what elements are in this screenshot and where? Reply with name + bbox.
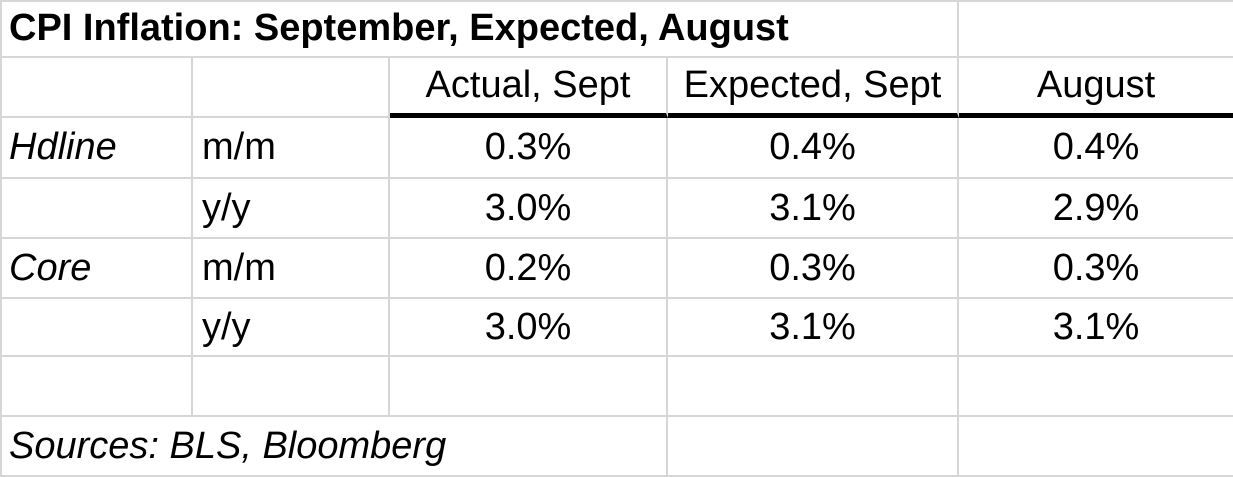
value-cell-core-yy-expected[interactable]: 3.1%: [668, 299, 959, 357]
value-cell-core-mm-august[interactable]: 0.3%: [959, 239, 1233, 299]
period-label[interactable]: m/m: [193, 239, 390, 299]
value-cell-core-mm-expected[interactable]: 0.3%: [668, 239, 959, 299]
table-title[interactable]: CPI Inflation: September, Expected, Augu…: [0, 0, 959, 58]
empty-cell[interactable]: [0, 58, 193, 118]
empty-cell[interactable]: [668, 417, 959, 477]
value-cell-core-yy-actual[interactable]: 3.0%: [390, 299, 668, 357]
value-cell-core-yy-august[interactable]: 3.1%: [959, 299, 1233, 357]
empty-cell[interactable]: [959, 0, 1233, 58]
period-label[interactable]: y/y: [193, 179, 390, 239]
period-label[interactable]: m/m: [193, 118, 390, 179]
row-group-label[interactable]: [0, 179, 193, 239]
empty-cell[interactable]: [193, 58, 390, 118]
empty-cell[interactable]: [668, 357, 959, 417]
row-group-label[interactable]: [0, 299, 193, 357]
row-group-label-hdline[interactable]: Hdline: [0, 118, 193, 179]
value-cell-core-mm-actual[interactable]: 0.2%: [390, 239, 668, 299]
column-header-actual-sept[interactable]: Actual, Sept: [390, 58, 668, 118]
empty-cell[interactable]: [390, 357, 668, 417]
row-group-label-core[interactable]: Core: [0, 239, 193, 299]
empty-cell[interactable]: [959, 357, 1233, 417]
value-cell-hdline-mm-expected[interactable]: 0.4%: [668, 118, 959, 179]
value-cell-hdline-yy-expected[interactable]: 3.1%: [668, 179, 959, 239]
value-cell-hdline-mm-august[interactable]: 0.4%: [959, 118, 1233, 179]
value-cell-hdline-yy-august[interactable]: 2.9%: [959, 179, 1233, 239]
value-cell-hdline-yy-actual[interactable]: 3.0%: [390, 179, 668, 239]
column-header-august[interactable]: August: [959, 58, 1233, 118]
period-label[interactable]: y/y: [193, 299, 390, 357]
sources-footer[interactable]: Sources: BLS, Bloomberg: [0, 417, 668, 477]
top-gridline: [0, 0, 1233, 2]
empty-cell[interactable]: [0, 357, 193, 417]
empty-cell[interactable]: [959, 417, 1233, 477]
column-header-expected-sept[interactable]: Expected, Sept: [668, 58, 959, 118]
left-gridline: [0, 0, 2, 477]
empty-cell[interactable]: [193, 357, 390, 417]
value-cell-hdline-mm-actual[interactable]: 0.3%: [390, 118, 668, 179]
